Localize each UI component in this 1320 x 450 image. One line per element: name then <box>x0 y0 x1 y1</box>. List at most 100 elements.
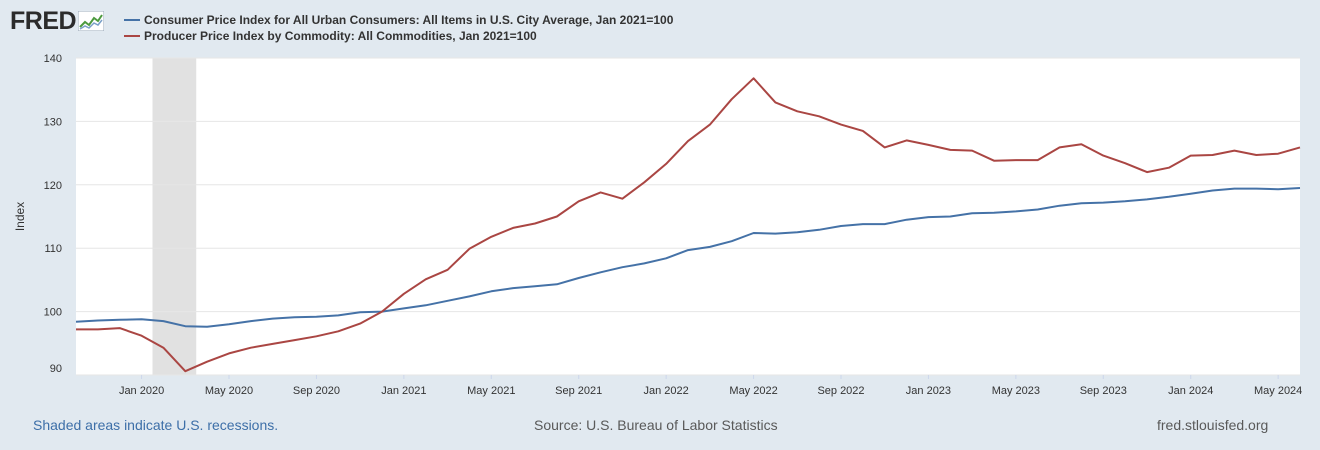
data-point[interactable] <box>576 198 582 204</box>
data-point[interactable] <box>1231 186 1237 192</box>
data-point[interactable] <box>794 108 800 114</box>
data-point[interactable] <box>641 260 647 266</box>
data-point[interactable] <box>139 333 145 339</box>
data-point[interactable] <box>707 244 713 250</box>
data-point[interactable] <box>204 359 210 365</box>
legend-item-cpi[interactable]: Consumer Price Index for All Urban Consu… <box>124 12 673 28</box>
data-point[interactable] <box>707 122 713 128</box>
data-point[interactable] <box>598 189 604 195</box>
data-point[interactable] <box>904 137 910 143</box>
data-point[interactable] <box>1035 207 1041 213</box>
data-point[interactable] <box>335 312 341 318</box>
data-point[interactable] <box>969 148 975 154</box>
data-point[interactable] <box>794 229 800 235</box>
data-point[interactable] <box>1057 144 1063 150</box>
data-point[interactable] <box>357 309 363 315</box>
data-point[interactable] <box>554 281 560 287</box>
data-point[interactable] <box>1231 148 1237 154</box>
data-point[interactable] <box>1188 153 1194 159</box>
data-point[interactable] <box>619 196 625 202</box>
data-point[interactable] <box>95 317 101 323</box>
data-point[interactable] <box>904 217 910 223</box>
data-point[interactable] <box>466 293 472 299</box>
data-point[interactable] <box>816 227 822 233</box>
data-point[interactable] <box>1166 165 1172 171</box>
data-point[interactable] <box>991 158 997 164</box>
data-point[interactable] <box>313 333 319 339</box>
data-point[interactable] <box>73 326 79 332</box>
data-point[interactable] <box>772 231 778 237</box>
recession-note-link[interactable]: Shaded areas indicate U.S. recessions. <box>33 417 279 433</box>
data-point[interactable] <box>729 238 735 244</box>
data-point[interactable] <box>947 147 953 153</box>
data-point[interactable] <box>663 161 669 167</box>
data-point[interactable] <box>182 368 188 374</box>
data-point[interactable] <box>838 223 844 229</box>
data-point[interactable] <box>838 122 844 128</box>
data-point[interactable] <box>1035 157 1041 163</box>
data-point[interactable] <box>1144 196 1150 202</box>
data-point[interactable] <box>816 113 822 119</box>
data-point[interactable] <box>292 314 298 320</box>
data-point[interactable] <box>292 337 298 343</box>
data-point[interactable] <box>248 318 254 324</box>
data-point[interactable] <box>1100 153 1106 159</box>
data-point[interactable] <box>1166 194 1172 200</box>
data-point[interactable] <box>488 234 494 240</box>
data-point[interactable] <box>1210 188 1216 194</box>
data-point[interactable] <box>1013 208 1019 214</box>
data-point[interactable] <box>860 221 866 227</box>
data-point[interactable] <box>860 128 866 134</box>
data-point[interactable] <box>117 325 123 331</box>
data-point[interactable] <box>139 316 145 322</box>
data-point[interactable] <box>510 285 516 291</box>
data-point[interactable] <box>182 323 188 329</box>
data-point[interactable] <box>619 264 625 270</box>
legend-item-ppi[interactable]: Producer Price Index by Commodity: All C… <box>124 28 673 44</box>
data-point[interactable] <box>925 214 931 220</box>
data-point[interactable] <box>445 267 451 273</box>
data-point[interactable] <box>1078 141 1084 147</box>
data-point[interactable] <box>882 221 888 227</box>
data-point[interactable] <box>357 321 363 327</box>
data-point[interactable] <box>95 326 101 332</box>
data-point[interactable] <box>379 309 385 315</box>
data-point[interactable] <box>488 288 494 294</box>
data-point[interactable] <box>641 179 647 185</box>
data-point[interactable] <box>313 314 319 320</box>
data-point[interactable] <box>532 283 538 289</box>
data-point[interactable] <box>335 328 341 334</box>
data-point[interactable] <box>401 291 407 297</box>
data-point[interactable] <box>160 318 166 324</box>
data-point[interactable] <box>1275 151 1281 157</box>
data-point[interactable] <box>598 269 604 275</box>
data-point[interactable] <box>685 247 691 253</box>
series-line-ppi[interactable] <box>76 77 1301 373</box>
data-point[interactable] <box>204 324 210 330</box>
data-point[interactable] <box>1122 198 1128 204</box>
data-point[interactable] <box>248 345 254 351</box>
data-point[interactable] <box>1057 203 1063 209</box>
data-point[interactable] <box>445 298 451 304</box>
data-point[interactable] <box>423 276 429 282</box>
data-point[interactable] <box>751 75 757 81</box>
data-point[interactable] <box>991 210 997 216</box>
data-point[interactable] <box>729 96 735 102</box>
data-point[interactable] <box>1275 186 1281 192</box>
data-point[interactable] <box>1253 152 1259 158</box>
data-point[interactable] <box>772 99 778 105</box>
data-point[interactable] <box>73 319 79 325</box>
data-point[interactable] <box>1122 160 1128 166</box>
series-line-cpi[interactable] <box>75 187 1301 328</box>
data-point[interactable] <box>510 225 516 231</box>
data-point[interactable] <box>947 214 953 220</box>
data-point[interactable] <box>685 138 691 144</box>
fred-logo[interactable]: FRED <box>10 8 105 34</box>
data-point[interactable] <box>270 341 276 347</box>
data-point[interactable] <box>1253 186 1259 192</box>
data-point[interactable] <box>1297 185 1303 191</box>
data-point[interactable] <box>925 142 931 148</box>
data-point[interactable] <box>226 321 232 327</box>
data-point[interactable] <box>270 316 276 322</box>
data-point[interactable] <box>663 255 669 261</box>
